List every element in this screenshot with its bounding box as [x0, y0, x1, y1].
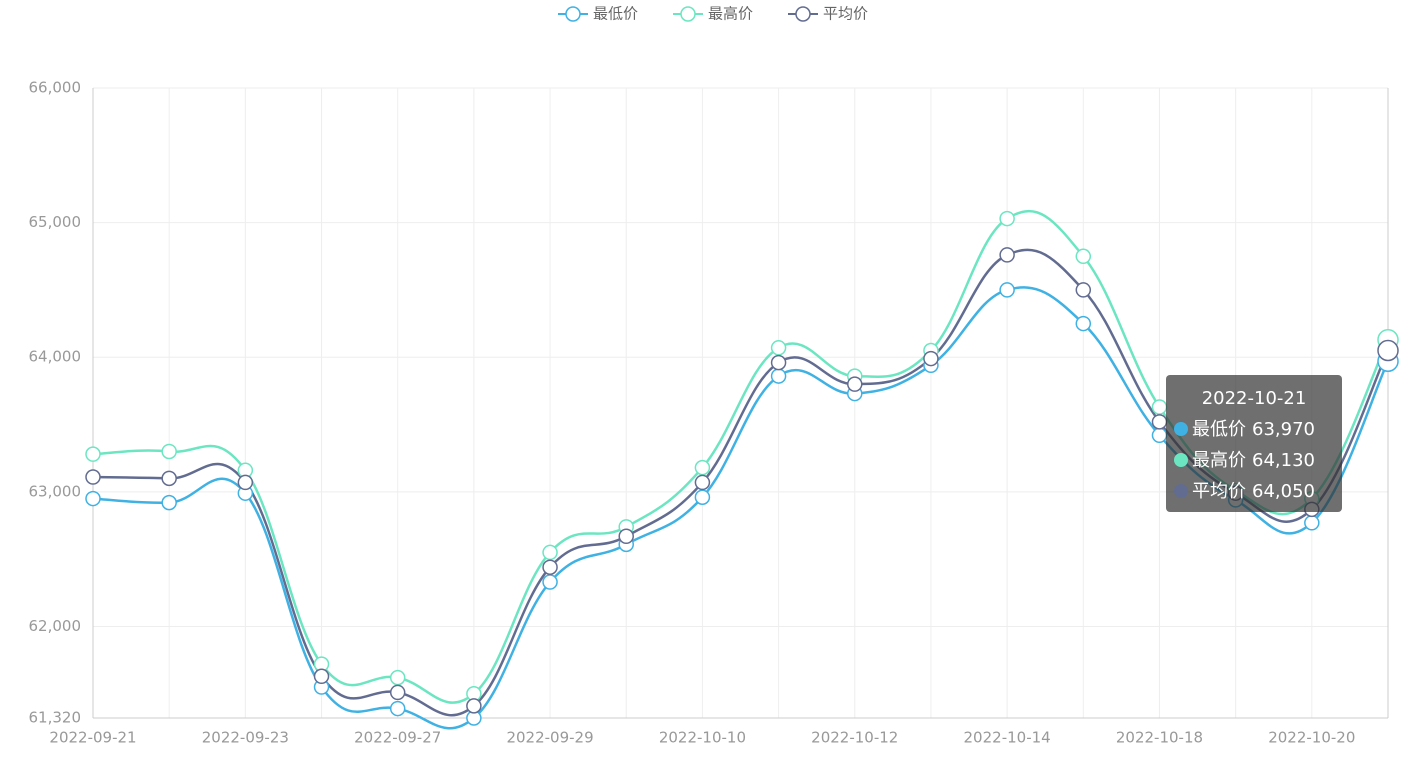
point [85, 490, 101, 507]
point [1151, 399, 1168, 415]
y-tick-label: 66,000 [29, 79, 82, 97]
legend-label: 最低价 [593, 5, 638, 23]
y-tick-label: 64,000 [29, 348, 82, 366]
point [389, 700, 406, 717]
point [1075, 315, 1092, 332]
x-tick-label: 2022-09-27 [354, 729, 441, 747]
x-tick-label: 2022-10-18 [1116, 729, 1203, 747]
tooltip-title: 2022-10-21 [1201, 388, 1307, 409]
point [1075, 248, 1092, 265]
point [618, 528, 634, 545]
point [694, 474, 711, 491]
legend-icon [565, 6, 581, 22]
point [542, 544, 558, 561]
y-tick-label: 61,320 [29, 709, 82, 727]
tooltip-row: 最高价 64,130 [1174, 445, 1342, 476]
point [389, 684, 406, 701]
point [694, 459, 711, 476]
tooltip-name: 最高价 [1192, 450, 1246, 471]
point [542, 574, 558, 590]
point [770, 340, 787, 356]
x-tick-label: 2022-09-29 [506, 729, 593, 747]
point [237, 474, 254, 491]
tooltip-value: 64,130 [1252, 450, 1315, 471]
point [313, 668, 330, 685]
point [1151, 427, 1168, 444]
point [466, 698, 482, 714]
x-tick-label: 2022-09-21 [49, 729, 136, 747]
tooltip: 2022-10-21 最低价 63,970 最高价 64,130 平均价 64,050 [1166, 375, 1342, 512]
point [161, 443, 177, 460]
point [389, 669, 406, 686]
point [999, 247, 1015, 263]
point [694, 489, 711, 505]
point [770, 368, 787, 384]
point [923, 350, 939, 367]
point [847, 376, 863, 392]
point [161, 470, 177, 487]
tooltip-dot [1174, 453, 1188, 467]
x-tick-label: 2022-10-20 [1268, 729, 1355, 747]
x-tick-label: 2022-10-12 [811, 729, 898, 747]
x-tick-label: 2022-10-10 [659, 729, 746, 747]
point [1304, 515, 1320, 531]
point [85, 446, 101, 462]
legend-label: 最高价 [708, 5, 753, 23]
point [770, 354, 787, 371]
tooltip-name: 平均价 [1192, 481, 1246, 502]
point [999, 282, 1015, 298]
y-tick-label: 62,000 [29, 617, 82, 635]
tooltip-value: 63,970 [1252, 419, 1315, 440]
tooltip-row: 平均价 64,050 [1174, 476, 1342, 507]
legend-icon [795, 6, 811, 22]
point [1377, 339, 1399, 362]
point [999, 210, 1015, 227]
legend-label: 平均价 [823, 5, 868, 23]
legend-icon [680, 6, 696, 22]
tooltip-name: 最低价 [1192, 419, 1246, 440]
tooltip-dot [1174, 484, 1188, 498]
point [161, 494, 177, 511]
point [1075, 282, 1092, 298]
point [85, 469, 101, 485]
y-tick-label: 63,000 [29, 482, 82, 500]
point [542, 559, 558, 575]
y-tick-label: 65,000 [29, 213, 82, 231]
x-tick-label: 2022-09-23 [202, 729, 289, 747]
x-tick-label: 2022-10-14 [964, 729, 1051, 747]
tooltip-row: 最低价 63,970 [1174, 414, 1342, 445]
point [1151, 414, 1168, 430]
tooltip-dot [1174, 422, 1188, 436]
tooltip-value: 64,050 [1252, 481, 1315, 502]
tooltip-rows: 最低价 63,970 最高价 64,130 平均价 64,050 [1174, 414, 1342, 507]
